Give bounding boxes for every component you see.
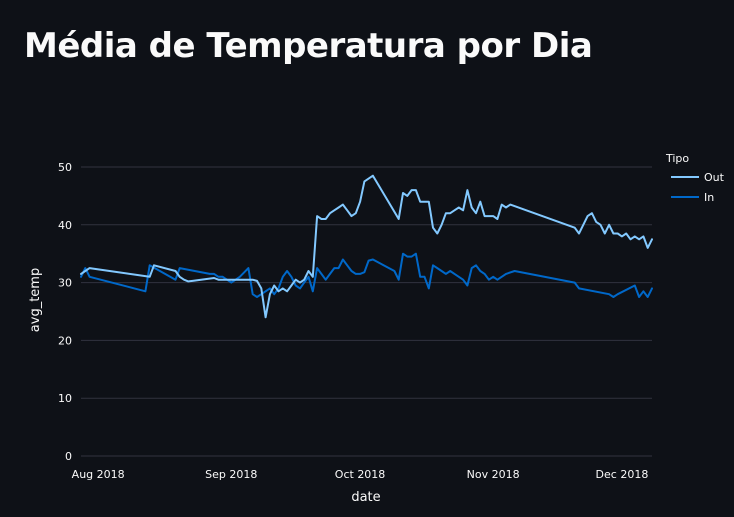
y-tick-label: 20: [58, 334, 72, 347]
x-tick-label: Aug 2018: [72, 468, 125, 481]
legend-item-out[interactable]: Out: [671, 171, 725, 184]
legend-items[interactable]: Out In: [671, 171, 725, 204]
y-axis-title: avg_temp: [28, 268, 43, 332]
legend[interactable]: Tipo Out In: [665, 152, 725, 204]
x-tick-label: Dec 2018: [596, 468, 649, 481]
page-title: Média de Temperatura por Dia: [24, 26, 593, 66]
y-axis-ticks: 0 10 20 30 40 50: [58, 161, 72, 463]
y-tick-label: 10: [58, 392, 72, 405]
series-line-in[interactable]: [80, 252, 653, 298]
x-tick-label: Sep 2018: [205, 468, 257, 481]
legend-label: In: [704, 191, 714, 204]
series-line-out[interactable]: [80, 174, 653, 319]
y-tick-label: 30: [58, 277, 72, 290]
series-lines: [80, 174, 653, 319]
y-tick-label: 40: [58, 219, 72, 232]
x-tick-label: Oct 2018: [335, 468, 386, 481]
legend-title: Tipo: [665, 152, 689, 165]
legend-label: Out: [704, 171, 725, 184]
legend-item-in[interactable]: In: [671, 191, 714, 204]
y-tick-label: 0: [65, 450, 72, 463]
y-tick-label: 50: [58, 161, 72, 174]
x-axis-ticks: Aug 2018 Sep 2018 Oct 2018 Nov 2018 Dec 2018: [72, 468, 649, 481]
x-axis-title: date: [351, 490, 380, 505]
x-tick-label: Nov 2018: [467, 468, 520, 481]
grid-lines: [81, 166, 652, 457]
